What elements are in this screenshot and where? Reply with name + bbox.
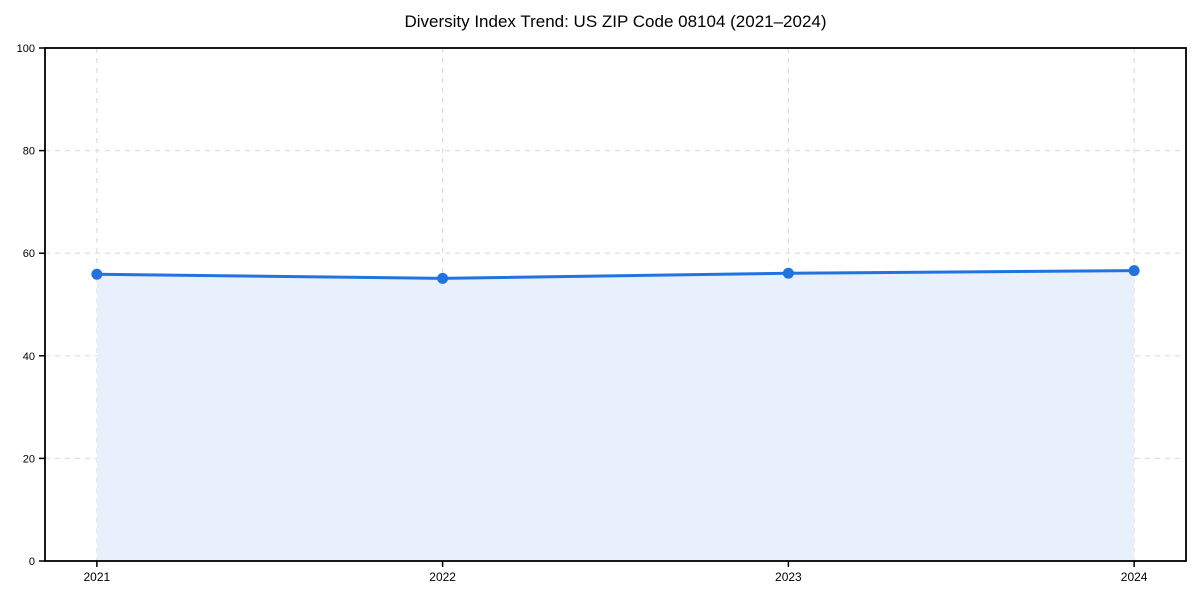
area-fill bbox=[96, 270, 1135, 561]
trend-line bbox=[95, 269, 1136, 280]
y-tick-label: 40 bbox=[23, 351, 35, 363]
x-tick-label: 2024 bbox=[1121, 570, 1148, 584]
x-tick-label: 2023 bbox=[775, 570, 802, 584]
x-tick-label: 2021 bbox=[84, 570, 111, 584]
x-tick-label: 2022 bbox=[429, 570, 456, 584]
y-tick-label: 80 bbox=[23, 146, 35, 158]
y-tick-label: 100 bbox=[17, 43, 35, 55]
data-point-marker bbox=[1128, 265, 1140, 277]
y-tick-label: 60 bbox=[23, 248, 35, 260]
plot-border bbox=[44, 47, 1187, 562]
data-point-marker bbox=[91, 268, 103, 280]
data-point-marker bbox=[782, 267, 794, 279]
y-tick-label: 0 bbox=[29, 556, 35, 568]
data-point-marker bbox=[437, 272, 449, 284]
chart-title: Diversity Index Trend: US ZIP Code 08104… bbox=[404, 12, 827, 31]
y-tick-label: 20 bbox=[23, 453, 35, 465]
